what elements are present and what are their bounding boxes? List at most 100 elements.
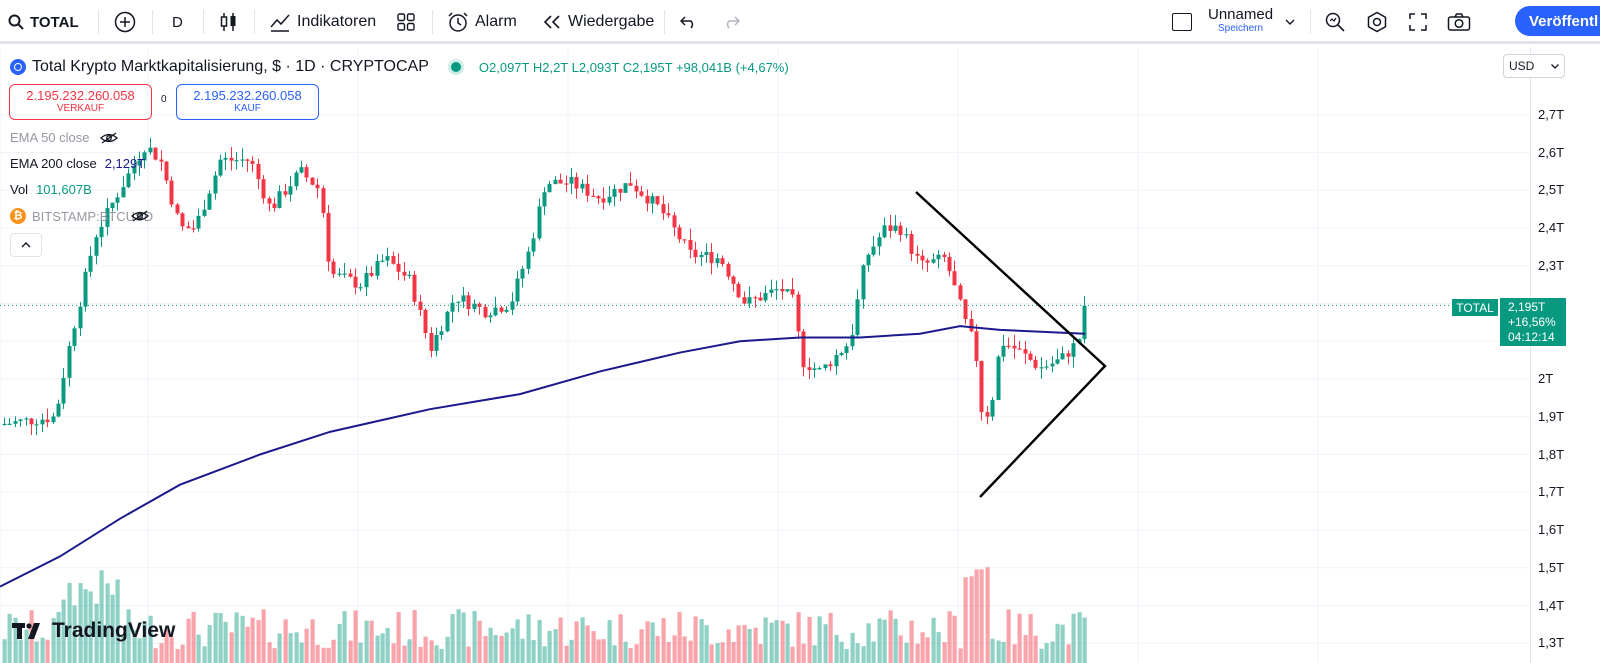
symbol-search[interactable]: TOTAL	[8, 0, 79, 44]
volume-bar	[369, 620, 374, 663]
crypto-cap-icon	[10, 59, 26, 75]
candle-body	[753, 297, 758, 299]
fullscreen-icon	[1409, 13, 1427, 31]
candle-body	[882, 225, 887, 238]
candle-body	[558, 179, 563, 184]
volume-bar	[1033, 635, 1038, 663]
volume-bar	[877, 618, 882, 663]
volume-bar	[947, 611, 952, 663]
eye-hidden-icon	[131, 210, 150, 222]
candle-body	[196, 215, 201, 229]
candle-body	[801, 331, 806, 368]
candle-body	[920, 255, 925, 261]
candle-body	[18, 419, 23, 422]
volume-bar	[585, 625, 590, 663]
candle-body	[159, 159, 164, 162]
volume-bar	[952, 615, 957, 663]
alarm-button[interactable]: Alarm	[447, 0, 517, 44]
candle-body	[931, 259, 936, 263]
volume-bar	[704, 625, 709, 663]
search-spark-icon	[1325, 12, 1345, 32]
candle-body	[121, 187, 126, 198]
axis-tick: 2,7T	[1538, 106, 1565, 122]
volume-bar	[148, 615, 153, 663]
candle-body	[423, 309, 428, 333]
candle-body	[1012, 345, 1017, 349]
candle-body	[871, 246, 876, 255]
volume-bar	[682, 636, 687, 663]
candle-body	[688, 240, 693, 250]
candle-body	[61, 377, 66, 404]
candle-body	[364, 272, 369, 288]
volume-bar	[402, 645, 407, 663]
snapshot-button[interactable]	[1447, 0, 1471, 44]
volume-bar	[115, 579, 120, 663]
templates-button[interactable]	[396, 0, 416, 44]
volume-bar	[67, 582, 72, 663]
symbol-legend[interactable]: Total Krypto Marktkapitalisierung, $ · 1…	[10, 57, 789, 77]
volume-bar	[56, 611, 61, 663]
candle-body	[229, 157, 234, 161]
redo-button[interactable]	[722, 0, 740, 44]
candle-body	[310, 177, 315, 185]
chart-type-button[interactable]	[218, 0, 240, 44]
candle-body	[358, 287, 363, 289]
volume-bar	[288, 633, 293, 663]
volume-bar	[688, 640, 693, 663]
candle-body	[456, 301, 461, 303]
price-chart[interactable]	[0, 47, 1530, 663]
volume-bar	[61, 599, 66, 663]
volume-bar	[742, 624, 747, 663]
volume-bar	[715, 643, 720, 663]
candle-body	[94, 237, 99, 256]
buy-button[interactable]: 2.195.232.260.058 KAUF	[176, 84, 319, 120]
layout-button[interactable]: Unnamed Speichern	[1172, 0, 1295, 44]
sell-button[interactable]: 2.195.232.260.058 VERKAUF	[9, 84, 152, 120]
indicator-btcusd[interactable]: ₿ BITSTAMP:BTCUSD	[10, 208, 153, 224]
candle-body	[164, 161, 169, 181]
replay-button[interactable]: Wiedergabe	[542, 0, 654, 44]
settings-button[interactable]	[1366, 0, 1388, 44]
currency-select[interactable]: USD	[1503, 54, 1565, 78]
interval-button[interactable]: D	[172, 13, 183, 31]
volume-bar	[623, 641, 628, 663]
volume-bar	[277, 633, 282, 663]
volume-bar	[672, 635, 677, 663]
compare-button[interactable]	[114, 0, 136, 44]
volume-bar	[542, 646, 547, 663]
candle-body	[596, 196, 601, 199]
candle-body	[634, 185, 639, 192]
indicator-ema50[interactable]: EMA 50 close	[10, 130, 118, 145]
volume-bar	[645, 621, 650, 663]
publish-button[interactable]: Veröffentl	[1515, 6, 1600, 36]
volume-bar	[331, 639, 336, 663]
volume-bar	[504, 632, 509, 663]
volume-bar	[245, 626, 250, 663]
candle-body	[709, 252, 714, 264]
candle-body	[483, 306, 488, 318]
candle-body	[861, 265, 866, 300]
collapse-legend-button[interactable]	[10, 233, 42, 257]
candle-body	[83, 271, 88, 307]
candle-body	[142, 152, 147, 161]
indicator-ema200[interactable]: EMA 200 close 2,129T	[10, 156, 145, 171]
candle-body	[547, 184, 552, 193]
volume-bar	[353, 610, 358, 663]
candle-body	[45, 419, 50, 423]
undo-button[interactable]	[680, 0, 698, 44]
volume-bar	[137, 638, 142, 663]
quick-search-button[interactable]	[1324, 0, 1346, 44]
tradingview-logo[interactable]: TradingView	[12, 616, 175, 646]
indicators-button[interactable]: Indikatoren	[269, 0, 376, 44]
price-axis[interactable]	[1530, 47, 1600, 663]
volume-bar	[207, 624, 212, 663]
volume-bar	[996, 640, 1001, 663]
fullscreen-button[interactable]	[1408, 0, 1428, 44]
candle-body	[1066, 353, 1071, 357]
candle-body	[493, 307, 498, 316]
indicator-volume[interactable]: Vol 101,607B	[10, 182, 92, 197]
candle-body	[607, 196, 612, 203]
volume-bar	[358, 642, 363, 663]
volume-bar	[153, 648, 158, 663]
redo-icon	[726, 16, 740, 29]
